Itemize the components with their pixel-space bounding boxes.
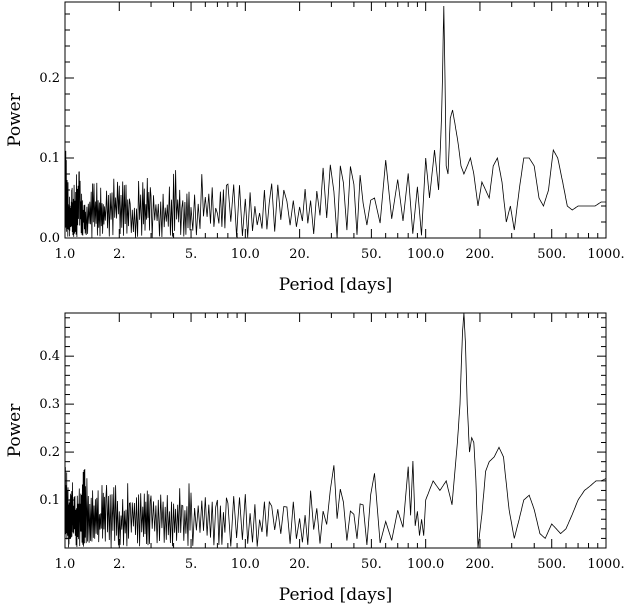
top-x-tick-label: 1.0 — [55, 247, 76, 262]
bottom-y-axis-label: Power — [5, 403, 25, 458]
top-x-tick-label: 20. — [289, 247, 310, 262]
bottom-y-tick-label: 0.3 — [39, 397, 60, 412]
bottom-x-tick-label: 10.0 — [231, 557, 260, 572]
top-x-tick-label: 500. — [537, 247, 566, 262]
bottom-x-tick-label: 200. — [465, 557, 494, 572]
top-plot-frame — [64, 1, 607, 239]
top-x-tick-label: 2. — [113, 247, 125, 262]
top-y-axis-label: Power — [5, 92, 25, 147]
top-panel: 1.0 2. 5. 10.0 20. 50. 100.0 200. 500. 1000. 0.0 0.… — [5, 1, 624, 295]
bottom-x-tick-label: 1000. — [587, 557, 624, 572]
bottom-x-tick-label: 50. — [361, 557, 382, 572]
top-x-tick-label: 100.0 — [407, 247, 444, 262]
bottom-x-axis-label: Period [days] — [279, 585, 392, 605]
top-x-tick-label: 200. — [465, 247, 494, 262]
bottom-x-tick-label: 100.0 — [407, 557, 444, 572]
top-x-axis-label: Period [days] — [279, 275, 392, 295]
top-y-tick-label: 0.0 — [39, 231, 60, 246]
bottom-x-tick-label: 20. — [289, 557, 310, 572]
top-y-tick-label: 0.1 — [39, 151, 60, 166]
top-x-tick-label: 10.0 — [231, 247, 260, 262]
bottom-x-tick-label: 5. — [185, 557, 197, 572]
bottom-plot-frame — [64, 312, 607, 549]
bottom-y-tick-label: 0.4 — [39, 349, 60, 364]
bottom-x-tick-label: 500. — [537, 557, 566, 572]
bottom-series-line — [64, 312, 607, 549]
bottom-x-tick-label: 1.0 — [55, 557, 76, 572]
top-x-tick-label: 5. — [185, 247, 197, 262]
bottom-panel: 1.0 2. 5. 10.0 20. 50. 100.0 200. 500. 1000. 0.1 0.… — [5, 312, 624, 605]
bottom-y-tick-label: 0.2 — [39, 445, 60, 460]
top-x-tick-label: 50. — [361, 247, 382, 262]
bottom-x-tick-label: 2. — [113, 557, 125, 572]
top-y-tick-label: 0.2 — [39, 71, 60, 86]
top-series-line — [64, 5, 606, 238]
top-x-tick-label: 1000. — [587, 247, 624, 262]
bottom-y-tick-label: 0.1 — [39, 493, 60, 508]
